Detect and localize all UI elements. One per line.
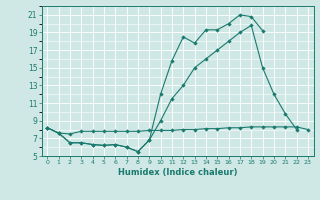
X-axis label: Humidex (Indice chaleur): Humidex (Indice chaleur) (118, 168, 237, 177)
